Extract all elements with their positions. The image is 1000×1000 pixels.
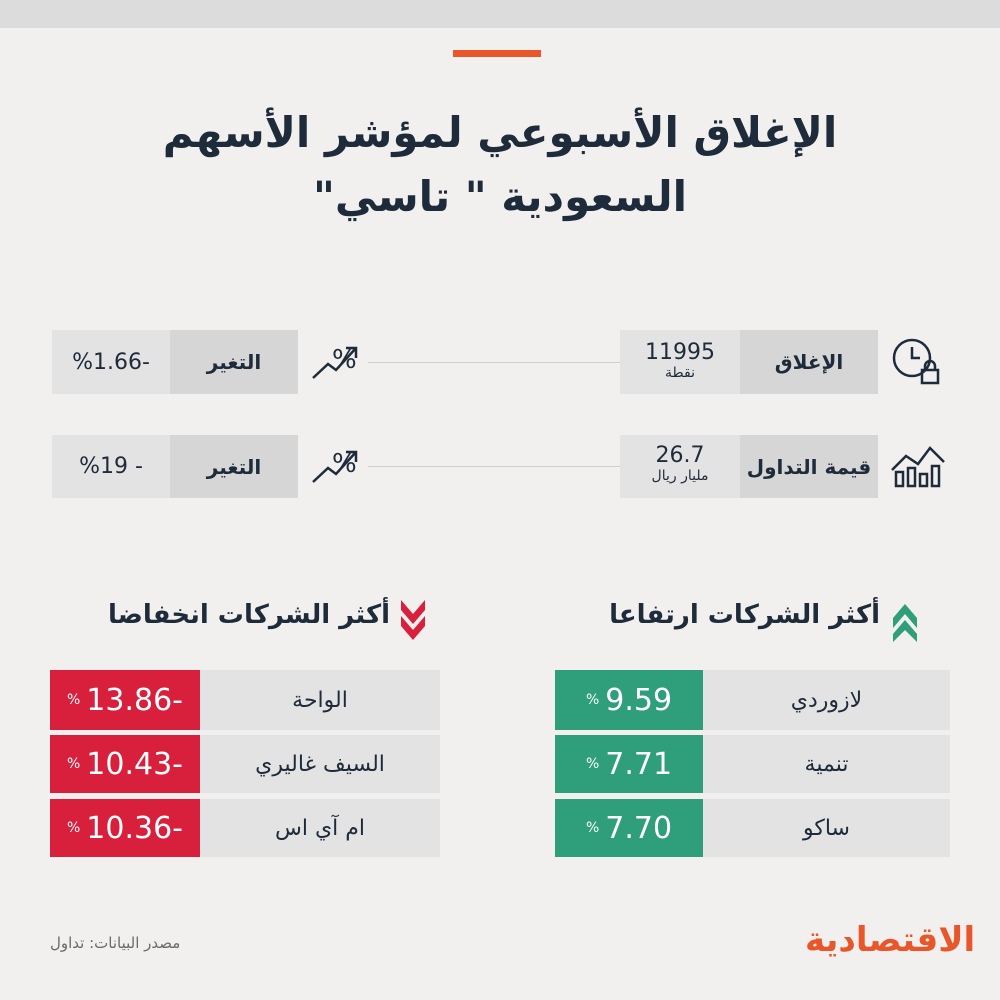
percent-icon: % [312,449,358,483]
title-line: الإغلاق الأسبوعي لمؤشر الأسهم [162,108,838,157]
company-name: لازوردي [703,670,950,730]
gainers-title: أكثر الشركات ارتفاعا [609,600,880,630]
percent-icon: % [312,345,358,379]
connector [368,466,620,467]
value: 7.71 [605,746,673,782]
percent-unit: % [66,820,81,836]
down-arrow-icon [401,600,425,640]
value-cell: % 13.86- [50,670,200,730]
clock-icon [892,338,940,385]
value-cell: % 10.36- [50,799,200,857]
value-cell: % 7.70 [555,799,703,857]
percent-unit: % [66,692,81,708]
company-name: ساكو [703,799,950,857]
change-label: التغير [170,435,298,498]
value-box: 11995 نقطة [620,330,740,394]
stat-label: قيمة التداول [740,435,878,498]
stat-unit: نقطة [665,365,695,381]
accent-bar [453,50,541,57]
value: 10.36- [86,810,184,846]
percent-unit: % [585,692,600,708]
percent-unit: % [585,820,600,836]
title-line: السعودية " تاسي" [312,172,688,221]
value: 7.70 [605,810,673,846]
stat-value: 11995 [645,340,715,365]
chart-icon [891,446,945,488]
svg-text:%: % [332,449,357,479]
logo: الاقتصادية [805,920,976,960]
value-box: 26.7 مليار ريال [620,435,740,498]
top-strip [0,0,1000,28]
company-name: تنمية [703,735,950,793]
connector [368,362,620,363]
stat-label: الإغلاق [740,330,878,394]
losers-title: أكثر الشركات انخفاضا [107,600,390,630]
stat-value: 26.7 [655,443,705,468]
change-value: %1.66- [52,330,170,394]
percent-unit: % [66,756,81,772]
change-label: التغير [170,330,298,394]
value: 13.86- [86,682,184,718]
company-name: الواحة [200,670,440,730]
stat-unit: مليار ريال [651,468,709,484]
value-cell: % 10.43- [50,735,200,793]
value: 9.59 [605,682,673,718]
value-cell: % 9.59 [555,670,703,730]
percent-unit: % [585,756,600,772]
company-name: السيف غاليري [200,735,440,793]
svg-text:%: % [332,345,357,375]
company-name: ام آي اس [200,799,440,857]
source: مصدر البيانات: تداول [50,934,181,952]
change-value: %19 - [52,435,170,498]
value: 10.43- [86,746,184,782]
value-cell: % 7.71 [555,735,703,793]
up-arrow-icon [893,604,917,642]
